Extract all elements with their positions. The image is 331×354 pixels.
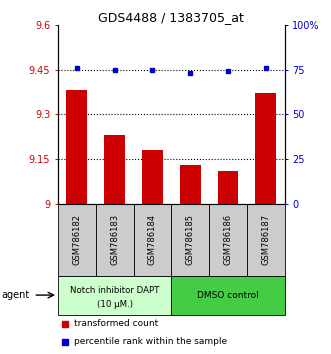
Bar <box>133 204 171 275</box>
Text: Notch inhibitor DAPT: Notch inhibitor DAPT <box>70 286 159 295</box>
Bar <box>67 91 87 204</box>
Bar <box>247 204 285 275</box>
Bar <box>142 150 163 204</box>
Text: GSM786186: GSM786186 <box>223 214 232 265</box>
Text: GSM786183: GSM786183 <box>110 214 119 265</box>
Text: GSM786185: GSM786185 <box>186 214 195 265</box>
Title: GDS4488 / 1383705_at: GDS4488 / 1383705_at <box>98 11 244 24</box>
Bar <box>171 204 209 275</box>
Text: GSM786187: GSM786187 <box>261 214 270 265</box>
Text: (10 μM.): (10 μM.) <box>97 300 133 309</box>
Text: GSM786184: GSM786184 <box>148 214 157 265</box>
Bar <box>96 204 133 275</box>
Bar <box>209 204 247 275</box>
Bar <box>58 204 96 275</box>
Text: transformed count: transformed count <box>74 319 158 328</box>
Bar <box>217 171 238 204</box>
Text: agent: agent <box>2 290 30 300</box>
Bar <box>256 93 276 204</box>
Text: DMSO control: DMSO control <box>197 291 259 299</box>
Bar <box>58 275 171 315</box>
Text: percentile rank within the sample: percentile rank within the sample <box>74 337 227 346</box>
Bar <box>104 135 125 204</box>
Bar <box>180 165 201 204</box>
Text: GSM786182: GSM786182 <box>72 214 81 265</box>
Bar <box>171 275 285 315</box>
